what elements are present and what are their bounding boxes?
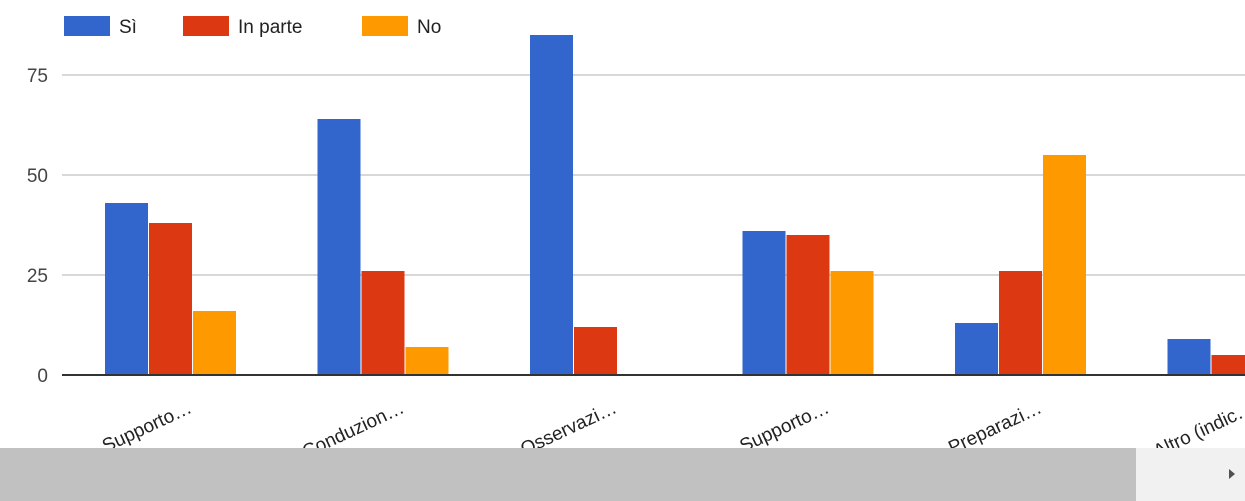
- x-category-label: Altro (indic…: [1150, 397, 1245, 448]
- legend-label[interactable]: No: [417, 17, 441, 38]
- bar[interactable]: [105, 203, 148, 375]
- bar-chart: 0 25 50 75 Supporto… Conduzion… Osservazi… Supp…: [27, 16, 1245, 448]
- bar[interactable]: [530, 35, 573, 375]
- y-tick-label: 50: [27, 166, 48, 187]
- bar[interactable]: [149, 223, 192, 375]
- bar[interactable]: [574, 327, 617, 375]
- y-tick-label: 75: [27, 66, 48, 87]
- x-category-label: Preparazi…: [945, 397, 1045, 448]
- legend-swatch[interactable]: [64, 16, 110, 36]
- legend-swatch[interactable]: [362, 16, 408, 36]
- bar[interactable]: [786, 235, 830, 375]
- bar[interactable]: [1167, 339, 1211, 375]
- bar[interactable]: [1043, 155, 1086, 375]
- x-category-label: Osservazi…: [517, 397, 620, 448]
- y-tick-label: 0: [37, 366, 48, 387]
- bar[interactable]: [955, 323, 998, 375]
- bar[interactable]: [1211, 355, 1245, 375]
- legend: Sì In parte No: [64, 16, 441, 38]
- bar[interactable]: [405, 347, 449, 375]
- horizontal-scrollbar[interactable]: [0, 448, 1245, 501]
- bar[interactable]: [317, 119, 361, 375]
- x-category-label: Supporto…: [99, 397, 195, 448]
- triangle-right-icon[interactable]: [1229, 469, 1235, 479]
- chart-canvas: 0 25 50 75 Supporto… Conduzion… Osservazi… Supp…: [27, 16, 1245, 448]
- legend-label[interactable]: In parte: [238, 17, 302, 38]
- x-category-label: Supporto…: [737, 397, 833, 448]
- legend-label[interactable]: Sì: [119, 17, 137, 38]
- bar[interactable]: [361, 271, 405, 375]
- bar[interactable]: [999, 271, 1042, 375]
- legend-swatch[interactable]: [183, 16, 229, 36]
- bar[interactable]: [193, 311, 236, 375]
- x-category-label: Conduzion…: [299, 397, 407, 448]
- bars: [105, 35, 1245, 375]
- bar[interactable]: [742, 231, 786, 375]
- y-tick-label: 25: [27, 266, 48, 287]
- scrollbar-thumb[interactable]: [0, 448, 1136, 501]
- bar[interactable]: [830, 271, 874, 375]
